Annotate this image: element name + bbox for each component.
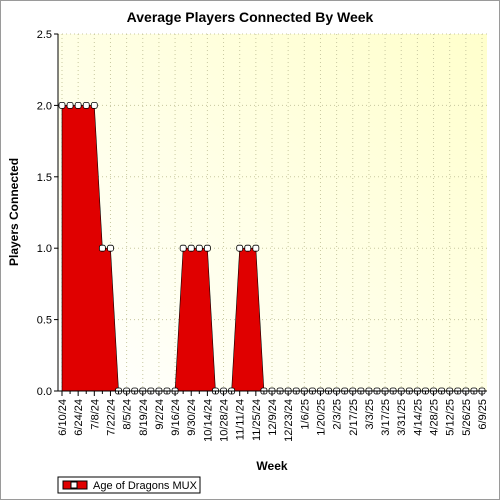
- legend: Age of Dragons MUX: [57, 476, 201, 494]
- x-tick-label: 9/2/24: [154, 399, 166, 430]
- chart-title: Average Players Connected By Week: [127, 9, 374, 25]
- x-tick-label: 3/17/25: [380, 399, 392, 436]
- x-tick-label: 10/14/24: [202, 399, 214, 442]
- data-point: [107, 244, 114, 252]
- x-ticks: 6/10/24 6/24/24 7/8/24 7/22/24 8/5/24 8/19/24…: [57, 391, 489, 442]
- data-point: [187, 244, 195, 252]
- y-tick-label: 0.5: [37, 315, 52, 327]
- x-tick-label: 6/24/24: [73, 399, 85, 436]
- x-tick-label: 12/9/24: [267, 399, 279, 436]
- x-tick-label: 3/31/25: [396, 399, 408, 436]
- data-point: [203, 244, 211, 252]
- plot-area: [58, 34, 487, 391]
- data-point: [236, 244, 244, 252]
- x-tick-label: 1/20/25: [315, 399, 327, 436]
- x-tick-label: 6/9/25: [477, 399, 489, 430]
- data-point: [179, 244, 187, 252]
- data-point: [66, 102, 74, 109]
- data-point: [82, 102, 90, 109]
- x-tick-label: 8/5/24: [122, 399, 134, 430]
- data-point: [74, 102, 82, 109]
- x-tick-label: 7/8/24: [89, 399, 101, 430]
- data-point: [244, 244, 252, 252]
- y-axis-label: Players Connected: [7, 158, 21, 266]
- x-tick-label: 12/23/24: [283, 399, 295, 442]
- x-tick-label: 7/22/24: [105, 399, 117, 436]
- x-axis-label: Week: [256, 459, 287, 473]
- data-point: [195, 244, 203, 252]
- x-tick-label: 11/11/24: [235, 399, 247, 440]
- x-tick-label: 5/26/25: [461, 399, 473, 436]
- x-tick-label: 10/28/24: [219, 399, 231, 442]
- y-ticks: 0.0 0.5 1.0 1.5 2.0 2.5: [37, 29, 58, 398]
- x-tick-label: 4/14/25: [412, 399, 424, 436]
- x-tick-label: 11/25/24: [251, 399, 263, 441]
- x-tick-label: 3/3/25: [364, 399, 376, 430]
- legend-label: Age of Dragons MUX: [93, 480, 198, 492]
- y-tick-label: 1.5: [37, 172, 52, 184]
- x-tick-label: 5/12/25: [445, 399, 457, 436]
- legend-swatch-marker: [70, 481, 78, 489]
- x-tick-label: 1/6/25: [299, 399, 311, 430]
- x-tick-label: 4/28/25: [429, 399, 441, 436]
- y-tick-label: 1.0: [37, 243, 52, 255]
- x-tick-label: 9/16/24: [170, 399, 182, 436]
- x-tick-label: 8/19/24: [138, 399, 150, 436]
- data-point: [252, 244, 260, 252]
- y-tick-label: 2.5: [37, 29, 52, 41]
- data-point: [58, 102, 66, 109]
- data-point: [90, 102, 98, 109]
- x-tick-label: 2/17/25: [348, 399, 360, 436]
- data-point: [98, 244, 106, 252]
- legend-box: [57, 476, 201, 494]
- y-tick-label: 2.0: [37, 100, 52, 112]
- x-tick-label: 6/10/24: [57, 399, 69, 436]
- x-tick-label: 2/3/25: [332, 399, 344, 430]
- y-tick-label: 0.0: [37, 386, 52, 398]
- x-tick-label: 9/30/24: [186, 399, 198, 436]
